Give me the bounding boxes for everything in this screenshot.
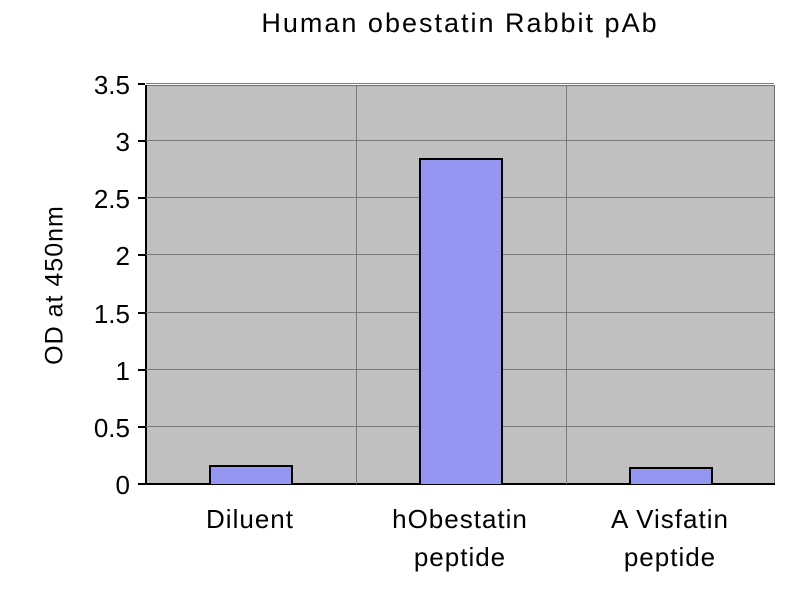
y-tick-mark: [138, 425, 145, 428]
y-tick-mark: [138, 197, 145, 200]
x-axis-line: [145, 483, 775, 485]
y-tick-label: 1: [115, 355, 130, 386]
plot-area: [138, 83, 775, 485]
y-axis-tick-labels: 0 0.5 1 1.5 2 2.5 3 3.5: [0, 72, 130, 498]
gridline: [146, 83, 774, 84]
y-tick-mark: [138, 368, 145, 371]
x-category-label-a-visfatin-peptide: A Visfatin peptide: [611, 504, 729, 572]
gridline: [146, 140, 774, 142]
y-tick-label: 0: [115, 470, 130, 500]
y-tick-mark: [138, 254, 145, 257]
x-axis-category-labels: Diluent hObestatin peptide A Visfatin pept…: [145, 500, 775, 576]
y-tick-label: 2: [115, 241, 130, 272]
y-tick-label: 3.5: [93, 70, 130, 100]
y-tick-label: 2.5: [93, 184, 130, 215]
y-tick-label: 3: [115, 127, 130, 158]
bar-a-visfatin-peptide: [629, 466, 713, 484]
bar-hobestatin-peptide: [419, 158, 503, 484]
x-category-label-diluent: Diluent: [206, 504, 294, 534]
y-tick-mark: [138, 140, 145, 143]
category-separator-line: [356, 86, 357, 484]
y-tick-mark: [138, 311, 145, 314]
bar-diluent: [209, 464, 293, 484]
y-tick-label: 1.5: [93, 298, 130, 329]
x-category-label-hobestatin-peptide: hObestatin peptide: [392, 504, 528, 572]
y-tick-mark: [138, 83, 145, 85]
chart-title: Human obestatin Rabbit pAb: [261, 8, 659, 38]
y-axis-line: [145, 85, 147, 485]
y-tick-mark: [138, 483, 145, 485]
category-separator-line: [566, 86, 567, 484]
y-tick-label: 0.5: [93, 412, 130, 443]
